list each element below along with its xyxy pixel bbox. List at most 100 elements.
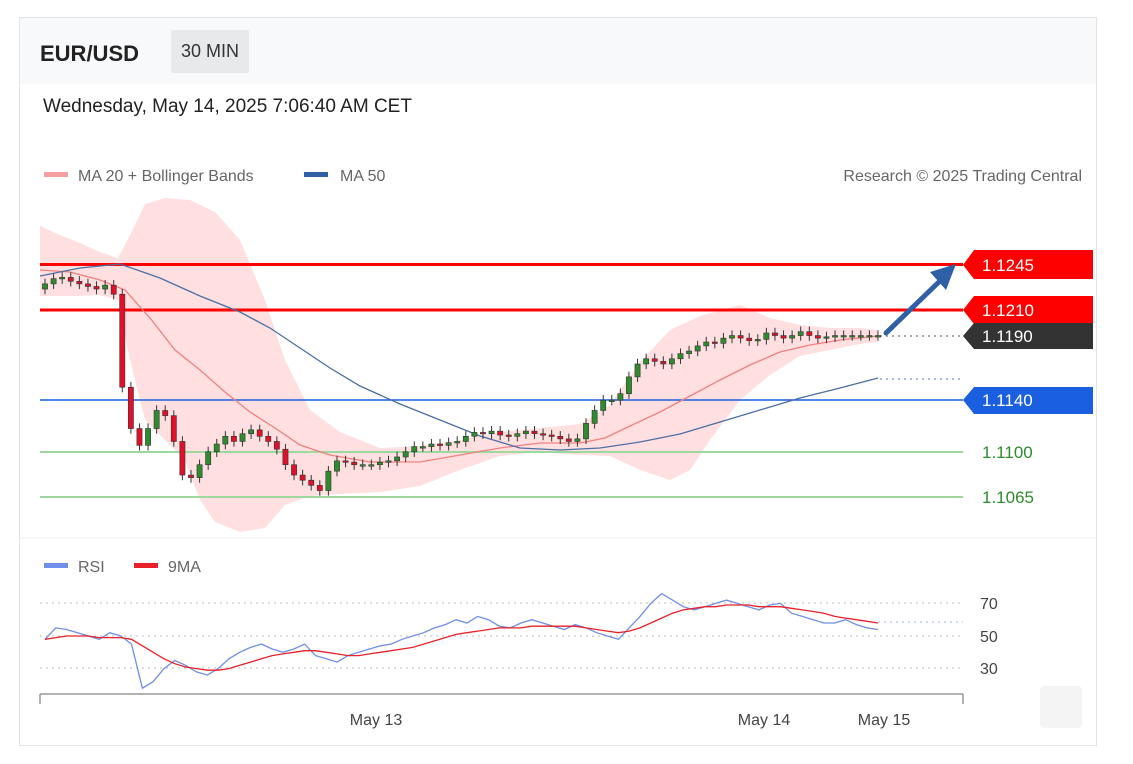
candle-body <box>222 435 229 445</box>
candle-body <box>179 441 186 476</box>
candle-body <box>102 284 109 290</box>
candle-body <box>428 443 435 447</box>
candle-body <box>548 434 555 437</box>
svg-text:1.1245: 1.1245 <box>982 256 1034 275</box>
candle-body <box>514 433 521 437</box>
candle-body <box>565 438 572 442</box>
candle-body <box>651 358 658 362</box>
level-label-1210: 1.1210 <box>963 296 1093 324</box>
candle-body <box>608 399 615 402</box>
candle-body <box>437 443 443 446</box>
candle-body <box>840 335 847 338</box>
candle-body <box>643 358 650 365</box>
x-tick-may14: May 14 <box>738 712 791 729</box>
candle-body <box>849 335 856 338</box>
candle-body <box>626 376 632 394</box>
candle-body <box>574 438 581 442</box>
rsi-legend-swatch <box>44 563 68 568</box>
candle-body <box>351 461 358 466</box>
candle-body <box>127 386 134 429</box>
candle-body <box>334 460 340 472</box>
candle-body <box>789 335 796 339</box>
rsi-ma-legend-swatch <box>134 563 158 568</box>
candle-body <box>308 479 315 486</box>
candle-body <box>394 456 400 462</box>
level-label-1065: 1.1065 <box>982 488 1034 507</box>
candle-body <box>746 337 753 342</box>
chart-datetime: Wednesday, May 14, 2025 7:06:40 AM CET <box>43 96 412 117</box>
candle-body <box>720 337 727 344</box>
ma50-legend-swatch <box>304 172 328 177</box>
candle-body <box>316 485 323 491</box>
projection-arrow-shaft <box>883 276 945 336</box>
svg-text:1.1140: 1.1140 <box>982 391 1033 410</box>
candle-body <box>110 284 117 295</box>
candle-body <box>875 335 881 338</box>
candle-body <box>67 277 74 282</box>
rsi-ma-line <box>44 604 879 671</box>
bollinger-band <box>40 198 878 532</box>
candle-body <box>231 435 237 442</box>
candle-body <box>445 442 452 446</box>
svg-text:1.1210: 1.1210 <box>982 301 1034 320</box>
candle-body <box>668 358 675 365</box>
candle-body <box>686 350 692 354</box>
candle-body <box>93 286 100 290</box>
candle-body <box>239 433 246 442</box>
candlestick-series <box>42 272 881 496</box>
ma20-legend-swatch <box>44 172 68 177</box>
candle-body <box>557 435 564 440</box>
projection-arrow-head <box>930 264 956 290</box>
rsi-legend-label: RSI <box>78 559 105 576</box>
candle-body <box>729 335 735 339</box>
candle-body <box>170 415 177 442</box>
candle-body <box>377 461 383 466</box>
candle-body <box>136 428 143 446</box>
candle-body <box>591 410 598 424</box>
candle-body <box>823 336 830 339</box>
candle-body <box>291 464 297 476</box>
symbol-title: EUR/USD <box>40 41 140 66</box>
candle-body <box>866 335 873 338</box>
candle-body <box>282 448 289 466</box>
candle-body <box>454 441 461 444</box>
svg-text:1.1190: 1.1190 <box>982 327 1033 346</box>
candle-body <box>188 474 194 478</box>
rsi-tick-70: 70 <box>980 596 998 613</box>
level-label-1100: 1.1100 <box>982 443 1033 462</box>
candle-body <box>273 441 280 450</box>
chart-header: EUR/USD 30 MIN <box>20 18 1096 84</box>
candle-body <box>814 335 821 339</box>
candle-body <box>59 277 66 280</box>
rsi-ma-legend-label: 9MA <box>168 559 201 576</box>
last-price-label: 1.1190 <box>963 323 1093 349</box>
candle-body <box>505 434 512 437</box>
candle-body <box>531 430 538 435</box>
candle-body <box>359 464 366 467</box>
scroll-to-top-button[interactable] <box>1040 686 1082 728</box>
ma20-legend-label: MA 20 + Bollinger Bands <box>78 168 254 185</box>
candle-body <box>42 283 48 290</box>
candle-body <box>471 432 478 437</box>
ma50-line <box>39 263 879 451</box>
candle-body <box>737 335 744 339</box>
candle-body <box>797 331 804 336</box>
candle-body <box>497 430 504 436</box>
candle-body <box>523 430 529 435</box>
candle-body <box>806 331 813 336</box>
candle-body <box>754 339 761 342</box>
x-tick-may15: May 15 <box>858 712 911 729</box>
ma20-line <box>39 269 879 463</box>
level-label-1245: 1.1245 <box>963 250 1093 279</box>
candle-body <box>763 332 770 340</box>
candle-body <box>402 451 409 458</box>
candle-body <box>480 432 486 435</box>
candle-body <box>153 410 160 429</box>
candle-body <box>411 446 418 453</box>
candle-body <box>368 464 375 467</box>
candle-body <box>213 443 220 453</box>
candle-body <box>660 361 667 365</box>
rsi-tick-30: 30 <box>980 661 998 678</box>
timeframe-badge[interactable]: 30 MIN <box>171 30 250 73</box>
